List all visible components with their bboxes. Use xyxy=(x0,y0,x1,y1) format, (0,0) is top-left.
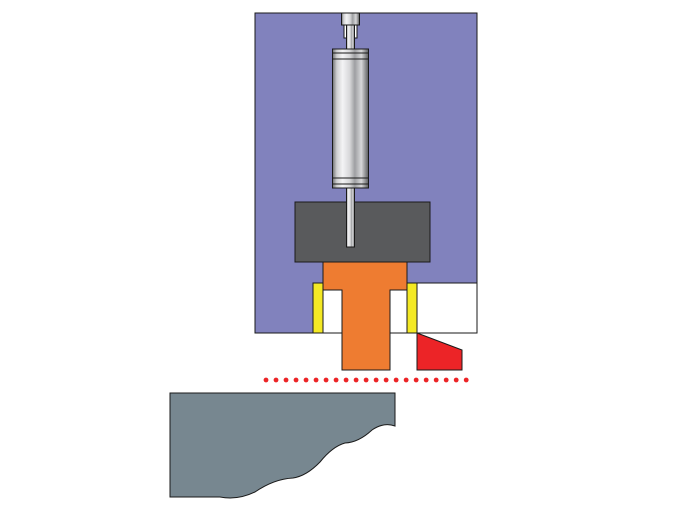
punch xyxy=(323,262,407,370)
shim-left xyxy=(313,283,323,333)
workpiece xyxy=(170,393,395,498)
piston-rod-upper xyxy=(347,25,355,49)
cylinder-cap xyxy=(342,13,360,25)
holder-block xyxy=(295,202,430,262)
shim-right xyxy=(407,283,417,333)
cylinder-body xyxy=(333,49,369,188)
piston-rod-lower xyxy=(347,188,355,247)
red-wedge xyxy=(417,333,462,370)
diagram-stage xyxy=(0,0,686,525)
